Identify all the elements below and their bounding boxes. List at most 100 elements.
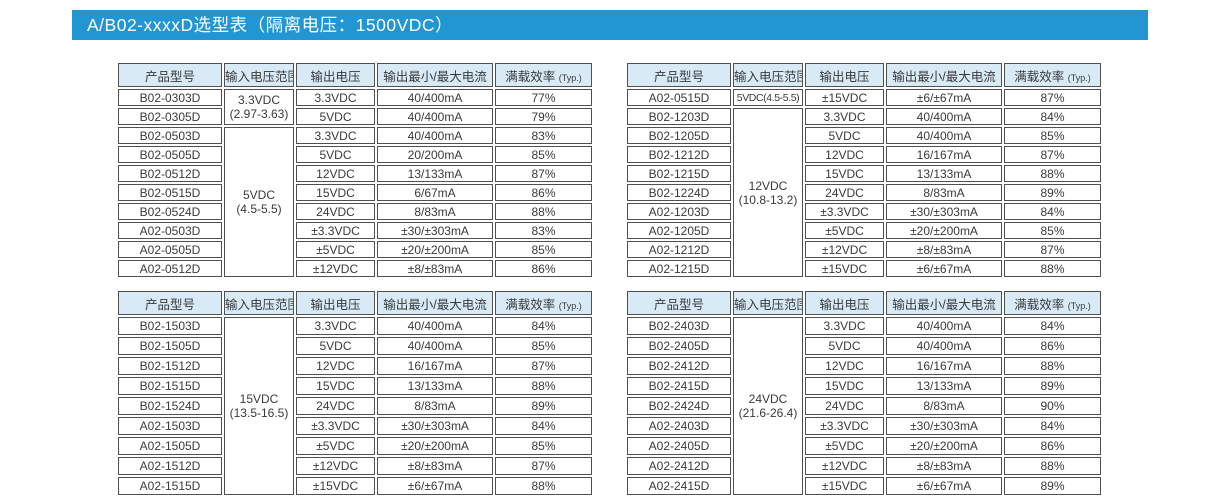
table-row: B02-2415D 15VDC 13/133mA 89% <box>627 377 1101 395</box>
table-row: B02-0515D 15VDC 6/67mA 86% <box>118 184 592 201</box>
output-voltage-cell: 12VDC <box>805 357 884 375</box>
output-voltage-cell: 12VDC <box>296 357 375 375</box>
model-cell: A02-0512D <box>118 260 222 277</box>
output-voltage-cell: 12VDC <box>296 165 375 182</box>
output-current-cell: ±8/±83mA <box>886 457 1002 475</box>
table-row: A02-0505D ±5VDC ±20/±200mA 85% <box>118 241 592 258</box>
output-voltage-column-header: 输出电压 <box>805 291 884 315</box>
efficiency-cell: 86% <box>495 260 592 277</box>
output-current-column-header: 输出最小/最大电流 <box>886 63 1002 87</box>
output-current-cell: 40/400mA <box>377 337 493 355</box>
table-row: B02-1505D 5VDC 40/400mA 85% <box>118 337 592 355</box>
efficiency-cell: 87% <box>495 165 592 182</box>
efficiency-cell: 87% <box>495 357 592 375</box>
output-voltage-cell: ±3.3VDC <box>296 417 375 435</box>
model-cell: B02-1515D <box>118 377 222 395</box>
efficiency-header-label: 满载效率 <box>505 297 559 312</box>
table-row: A02-2405D ±5VDC ±20/±200mA 86% <box>627 437 1101 455</box>
output-current-cell: ±30/±303mA <box>377 417 493 435</box>
table-row: B02-2403D 24VDC (21.6-26.4) 3.3VDC 40/400mA 8… <box>627 317 1101 495</box>
output-voltage-cell: ±5VDC <box>805 437 884 455</box>
table-row: B02-1524D 24VDC 8/83mA 89% <box>118 397 592 415</box>
output-current-cell: 40/400mA <box>886 337 1002 355</box>
output-voltage-cell: ±3.3VDC <box>805 203 884 220</box>
output-voltage-cell: ±5VDC <box>296 241 375 258</box>
output-voltage-cell: 5VDC <box>805 337 884 355</box>
efficiency-cell: 89% <box>495 397 592 415</box>
output-current-cell: 13/133mA <box>377 165 493 182</box>
output-voltage-cell: 24VDC <box>296 203 375 220</box>
output-current-cell: ±6/±67mA <box>377 477 493 495</box>
efficiency-column-header: 满载效率 (Typ.) <box>1004 63 1101 87</box>
model-cell: B02-2412D <box>627 357 731 375</box>
model-cell: B02-1224D <box>627 184 731 201</box>
efficiency-cell: 84% <box>1004 317 1101 335</box>
model-cell: B02-0524D <box>118 203 222 220</box>
table-row: B02-0524D 24VDC 8/83mA 88% <box>118 203 592 220</box>
efficiency-column-header: 满载效率 (Typ.) <box>495 291 592 315</box>
output-current-cell: ±6/±67mA <box>886 477 1002 495</box>
table-row: A02-2403D ±3.3VDC ±30/±303mA 84% <box>627 417 1101 435</box>
efficiency-cell: 79% <box>495 108 592 125</box>
efficiency-cell: 83% <box>495 222 592 239</box>
efficiency-cell: 84% <box>1004 417 1101 435</box>
header-row: 产品型号 输入电压范围 输出电压 输出最小/最大电流 满载效率 (Typ.) <box>627 291 1101 315</box>
table-row: A02-1512D ±12VDC ±8/±83mA 87% <box>118 457 592 475</box>
model-cell: B02-0503D <box>118 127 222 144</box>
model-cell: B02-0512D <box>118 165 222 182</box>
efficiency-cell: 86% <box>1004 337 1101 355</box>
table-row: A02-1205D ±5VDC ±20/±200mA 85% <box>627 222 1101 239</box>
model-cell: B02-2403D <box>627 317 731 335</box>
output-current-cell: ±6/±67mA <box>886 260 1002 277</box>
output-current-cell: 40/400mA <box>886 108 1002 125</box>
output-voltage-cell: 24VDC <box>805 397 884 415</box>
model-cell: A02-1515D <box>118 477 222 495</box>
output-voltage-cell: 5VDC <box>296 337 375 355</box>
selection-table-top-right: 产品型号 输入电压范围 输出电压 输出最小/最大电流 满载效率 (Typ.) A02-05… <box>625 61 1103 279</box>
output-current-column-header: 输出最小/最大电流 <box>886 291 1002 315</box>
output-voltage-cell: 3.3VDC <box>296 89 375 106</box>
output-current-cell: 13/133mA <box>886 377 1002 395</box>
output-voltage-cell: 3.3VDC <box>805 108 884 125</box>
table-row: B02-2412D 12VDC 16/167mA 88% <box>627 357 1101 375</box>
table-row: B02-2424D 24VDC 8/83mA 90% <box>627 397 1101 415</box>
efficiency-cell: 83% <box>495 127 592 144</box>
output-current-cell: 16/167mA <box>377 357 493 375</box>
table-row: A02-1515D ±15VDC ±6/±67mA 88% <box>118 477 592 495</box>
output-voltage-cell: 12VDC <box>805 146 884 163</box>
output-voltage-column-header: 输出电压 <box>296 63 375 87</box>
model-column-header: 产品型号 <box>627 63 731 87</box>
output-current-cell: 40/400mA <box>377 127 493 144</box>
table-row: A02-0512D ±12VDC ±8/±83mA 86% <box>118 260 592 277</box>
output-voltage-column-header: 输出电压 <box>296 291 375 315</box>
table-row: B02-0512D 12VDC 13/133mA 87% <box>118 165 592 182</box>
output-current-cell: 16/167mA <box>886 357 1002 375</box>
efficiency-cell: 87% <box>495 457 592 475</box>
output-voltage-cell: ±12VDC <box>805 457 884 475</box>
output-current-cell: 20/200mA <box>377 146 493 163</box>
model-cell: A02-2403D <box>627 417 731 435</box>
input-range-column-header: 输入电压范围 <box>224 63 294 87</box>
efficiency-cell: 88% <box>495 477 592 495</box>
model-cell: A02-1212D <box>627 241 731 258</box>
output-current-cell: 40/400mA <box>886 127 1002 144</box>
model-cell: B02-0305D <box>118 108 222 125</box>
efficiency-cell: 85% <box>1004 127 1101 144</box>
model-column-header: 产品型号 <box>627 291 731 315</box>
output-current-column-header: 输出最小/最大电流 <box>377 291 493 315</box>
model-cell: B02-2405D <box>627 337 731 355</box>
output-current-cell: ±8/±83mA <box>377 457 493 475</box>
output-current-cell: 6/67mA <box>377 184 493 201</box>
table-row: A02-1505D ±5VDC ±20/±200mA 85% <box>118 437 592 455</box>
model-cell: B02-1503D <box>118 317 222 335</box>
model-cell: A02-1203D <box>627 203 731 220</box>
model-cell: B02-1205D <box>627 127 731 144</box>
input-range-cell: 15VDC (13.5-16.5) <box>224 317 294 495</box>
efficiency-cell: 88% <box>1004 165 1101 182</box>
table-row: B02-0303D 3.3VDC (2.97-3.63) 3.3VDC 40/400mA… <box>118 89 592 125</box>
efficiency-cell: 86% <box>495 184 592 201</box>
efficiency-cell: 84% <box>495 417 592 435</box>
model-cell: B02-2415D <box>627 377 731 395</box>
efficiency-cell: 87% <box>1004 146 1101 163</box>
efficiency-column-header: 满载效率 (Typ.) <box>495 63 592 87</box>
